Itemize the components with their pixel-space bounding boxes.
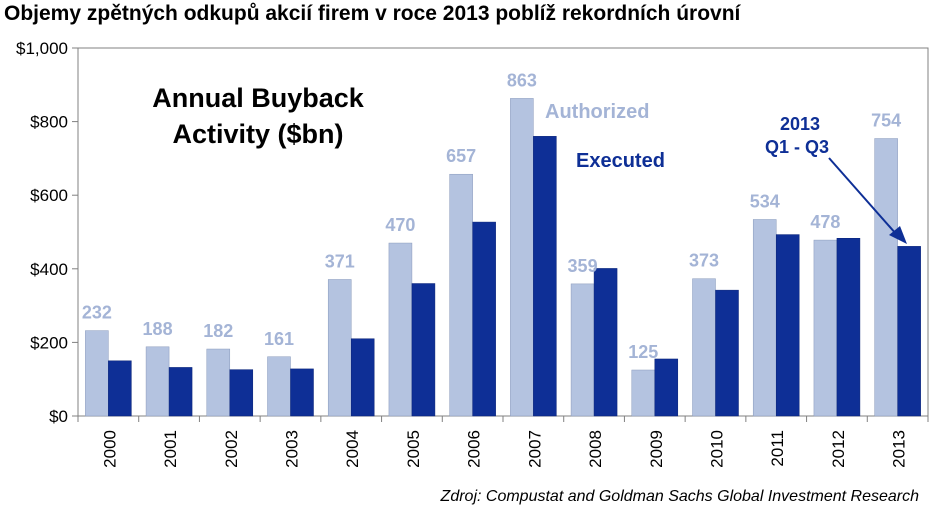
data-label-authorized: 863 — [507, 70, 537, 90]
bar-authorized — [692, 278, 716, 417]
x-tick-label: 2013 — [890, 430, 909, 468]
bar-executed — [472, 221, 496, 417]
data-labels: 232 188 182 161 371 470 657 863 359 125 373 534 478 7… — [82, 70, 901, 362]
data-label-authorized: 754 — [871, 111, 901, 131]
bar-executed — [715, 289, 739, 417]
data-label-authorized: 359 — [568, 256, 598, 276]
annotation-arrow — [828, 157, 907, 244]
chart-title-line-2: Activity ($bn) — [172, 119, 343, 149]
bar-authorized — [874, 138, 898, 417]
y-tick-label: $400 — [30, 260, 68, 279]
x-tick-label: 2005 — [404, 430, 423, 468]
x-axis: 2000 2001 2002 2003 2004 2005 2006 2007 2008 2009… — [77, 416, 929, 468]
x-tick-label: 2011 — [768, 430, 787, 467]
bar-authorized — [510, 98, 534, 417]
x-tick-label: 2007 — [525, 430, 544, 468]
annotation-2013: 2013 — [780, 114, 820, 134]
x-tick-label: 2006 — [465, 430, 484, 468]
bar-executed — [533, 136, 557, 417]
bar-authorized — [327, 279, 352, 417]
y-axis: $0 $200 $400 $600 $800 $1,000 — [16, 39, 78, 426]
bar-authorized — [449, 173, 473, 417]
bar-executed — [411, 283, 436, 417]
bar-executed — [168, 367, 193, 417]
x-tick-label: 2004 — [343, 430, 362, 468]
y-tick-label: $1,000 — [16, 39, 68, 58]
bar-authorized — [813, 239, 838, 417]
data-label-authorized: 182 — [203, 321, 233, 341]
bar-authorized — [145, 346, 170, 417]
data-label-authorized: 470 — [385, 215, 415, 235]
bar-authorized — [267, 356, 291, 417]
chart-title-line-1: Annual Buyback — [152, 83, 365, 113]
data-label-authorized: 373 — [689, 251, 719, 271]
bar-authorized — [570, 283, 595, 417]
data-label-authorized: 534 — [750, 191, 780, 211]
legend-executed-label: Executed — [576, 150, 665, 172]
bar-executed — [593, 268, 618, 417]
bar-executed — [290, 368, 314, 417]
data-label-authorized: 125 — [628, 342, 658, 362]
data-label-authorized: 371 — [325, 251, 355, 271]
x-tick-label: 2009 — [647, 430, 666, 468]
x-tick-label: 2010 — [708, 430, 727, 468]
legend-authorized-label: Authorized — [545, 101, 649, 123]
bar-executed — [836, 238, 861, 417]
y-tick-label: $600 — [30, 186, 68, 205]
y-tick-label: $0 — [49, 407, 68, 426]
annotation-q1-q3: Q1 - Q3 — [765, 137, 829, 157]
bar-authorized — [206, 348, 231, 417]
data-label-authorized: 478 — [810, 212, 840, 232]
y-tick-label: $800 — [30, 113, 68, 132]
bar-executed — [654, 358, 679, 417]
data-label-authorized: 188 — [143, 319, 173, 339]
x-tick-label: 2008 — [586, 430, 605, 468]
y-tick-label: $200 — [30, 333, 68, 352]
source-note: Zdroj: Compustat and Goldman Sachs Globa… — [440, 488, 919, 505]
bar-authorized — [631, 369, 656, 417]
page-title: Objemy zpětných odkupů akcií firem v roc… — [4, 2, 741, 25]
bar-executed — [350, 338, 375, 417]
x-tick-label: 2000 — [100, 430, 119, 468]
bar-executed — [775, 234, 800, 417]
data-label-authorized: 657 — [446, 146, 476, 166]
data-label-authorized: 161 — [264, 329, 294, 349]
bar-executed — [108, 360, 132, 417]
x-tick-label: 2012 — [829, 430, 848, 468]
x-tick-label: 2002 — [222, 430, 241, 468]
bar-authorized — [388, 242, 413, 417]
x-tick-label: 2001 — [161, 430, 180, 468]
x-tick-label: 2003 — [283, 430, 302, 468]
bars — [85, 98, 921, 417]
bar-executed — [897, 246, 921, 417]
bar-authorized — [752, 219, 777, 417]
bar-executed — [229, 369, 254, 417]
bar-authorized — [85, 330, 109, 417]
data-label-authorized: 232 — [82, 303, 112, 323]
